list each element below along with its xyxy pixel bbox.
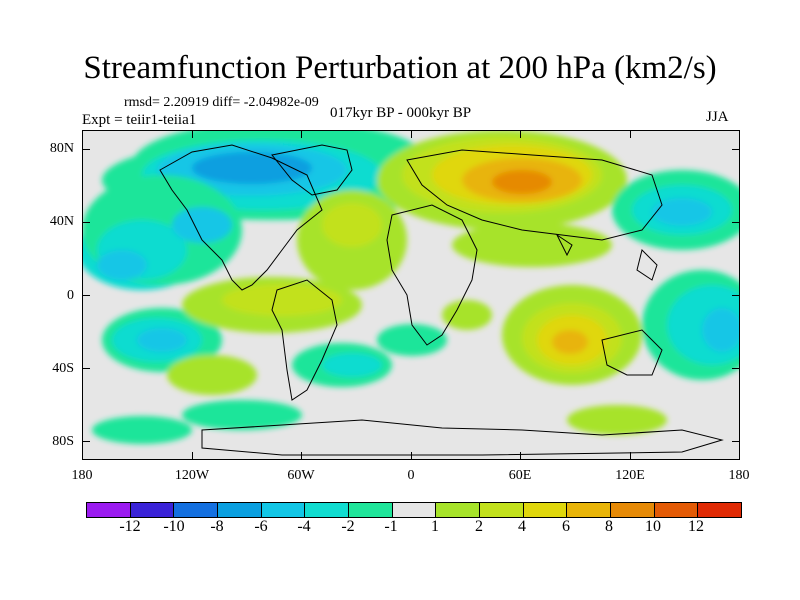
lat-tick: [82, 441, 90, 442]
map-title: Streamfunction Perturbation at 200 hPa (…: [83, 50, 717, 86]
lat-tick: [732, 149, 740, 150]
colorbar-label: 12: [688, 518, 704, 535]
lon-label-60w: 60W: [287, 468, 315, 483]
south-america-coast: [271, 279, 338, 401]
colorbar-label: -10: [163, 518, 185, 535]
period-label: 017kyr BP - 000kyr BP: [330, 105, 472, 121]
north-america-coast: [159, 144, 323, 291]
contour-region: [97, 250, 147, 280]
lon-tick: [630, 130, 631, 138]
contour-region: [567, 405, 667, 435]
colorbar-box: [480, 503, 524, 517]
colorbar-label: 1: [431, 518, 439, 535]
lat-tick: [82, 368, 90, 369]
contour-region: [172, 207, 232, 243]
contour-region: [377, 324, 447, 356]
contour-region: [322, 203, 382, 247]
colorbar-box: [218, 503, 262, 517]
map-frame: [82, 130, 740, 460]
contour-region: [652, 198, 712, 226]
contour-region: [137, 328, 187, 352]
colorbar-box: [261, 503, 306, 517]
contour-region: [552, 330, 588, 354]
lon-tick: [411, 452, 412, 460]
coastlines: [159, 144, 724, 456]
contour-region: [192, 152, 312, 184]
lon-tick: [411, 130, 412, 138]
lon-label-0: 0: [407, 468, 415, 483]
colorbar-label: -8: [210, 518, 224, 535]
india-coast: [555, 233, 573, 257]
colorbar-box: [87, 503, 131, 517]
colorbar-box: [523, 503, 568, 517]
lon-tick: [520, 452, 521, 460]
contour-region: [452, 223, 612, 267]
contour-region: [442, 300, 492, 330]
colorbar-box: [349, 503, 393, 517]
colorbar-label: -2: [341, 518, 355, 535]
colorbar-box: [392, 503, 437, 517]
southeast-asia-coast: [636, 249, 658, 281]
lat-label-80n: 80N: [49, 141, 74, 156]
lat-tick: [82, 222, 90, 223]
colorbar-label: 6: [562, 518, 570, 535]
colorbar-box: [698, 503, 742, 517]
lat-tick: [732, 368, 740, 369]
colorbar-label: -6: [254, 518, 268, 535]
colorbar-box: [305, 503, 350, 517]
contour-region: [702, 308, 740, 352]
lat-tick: [82, 149, 90, 150]
streamfunction-map: [82, 130, 740, 460]
colorbar-label: 8: [605, 518, 613, 535]
contour-region: [222, 284, 342, 316]
lat-label-80s: 80S: [52, 434, 74, 449]
lon-label-120w: 120W: [174, 468, 210, 483]
lon-label-180e: 180: [728, 468, 750, 483]
lon-tick: [630, 452, 631, 460]
africa-coast: [386, 204, 478, 346]
lon-label-120e: 120E: [615, 468, 645, 483]
colorbar-label: 4: [518, 518, 526, 535]
colorbar-label: -4: [297, 518, 311, 535]
season-label: JJA: [706, 109, 729, 125]
colorbar-box: [611, 503, 655, 517]
lon-tick: [301, 130, 302, 138]
colorbar-box: [436, 503, 481, 517]
lat-tick: [82, 295, 90, 296]
lat-tick: [732, 295, 740, 296]
lon-label-180w: 180: [71, 468, 93, 483]
lat-label-40n: 40N: [49, 214, 74, 229]
eurasia-coast: [406, 149, 663, 241]
contour-region: [322, 353, 382, 377]
colorbar-label: -12: [119, 518, 141, 535]
contour-region: [167, 355, 257, 395]
colorbar-label: 10: [645, 518, 661, 535]
australia-coast: [601, 329, 663, 376]
lon-label-60e: 60E: [508, 468, 532, 483]
contour-region: [92, 416, 192, 444]
antarctica-coast: [201, 419, 724, 456]
rmsd-diff-stats: rmsd= 2.20919 diff= -2.04982e-09: [124, 95, 319, 110]
lon-tick: [520, 130, 521, 138]
contour-region: [492, 170, 552, 194]
lat-tick: [732, 222, 740, 223]
colorbar-box: [174, 503, 219, 517]
lat-label-40s: 40S: [52, 361, 74, 376]
colorbar: [86, 502, 742, 518]
lon-tick: [192, 452, 193, 460]
lon-tick: [301, 452, 302, 460]
greenland-coast: [271, 144, 353, 196]
lat-label-0: 0: [67, 288, 74, 303]
colorbar-box: [567, 503, 612, 517]
lon-tick: [192, 130, 193, 138]
colorbar-label: 2: [475, 518, 483, 535]
lat-tick: [732, 441, 740, 442]
colorbar-box: [654, 503, 699, 517]
colorbar-label: -1: [384, 518, 398, 535]
colorbar-box: [130, 503, 175, 517]
experiment-label: Expt = teiir1-teiia1: [82, 112, 197, 128]
contour-region: [182, 400, 302, 430]
